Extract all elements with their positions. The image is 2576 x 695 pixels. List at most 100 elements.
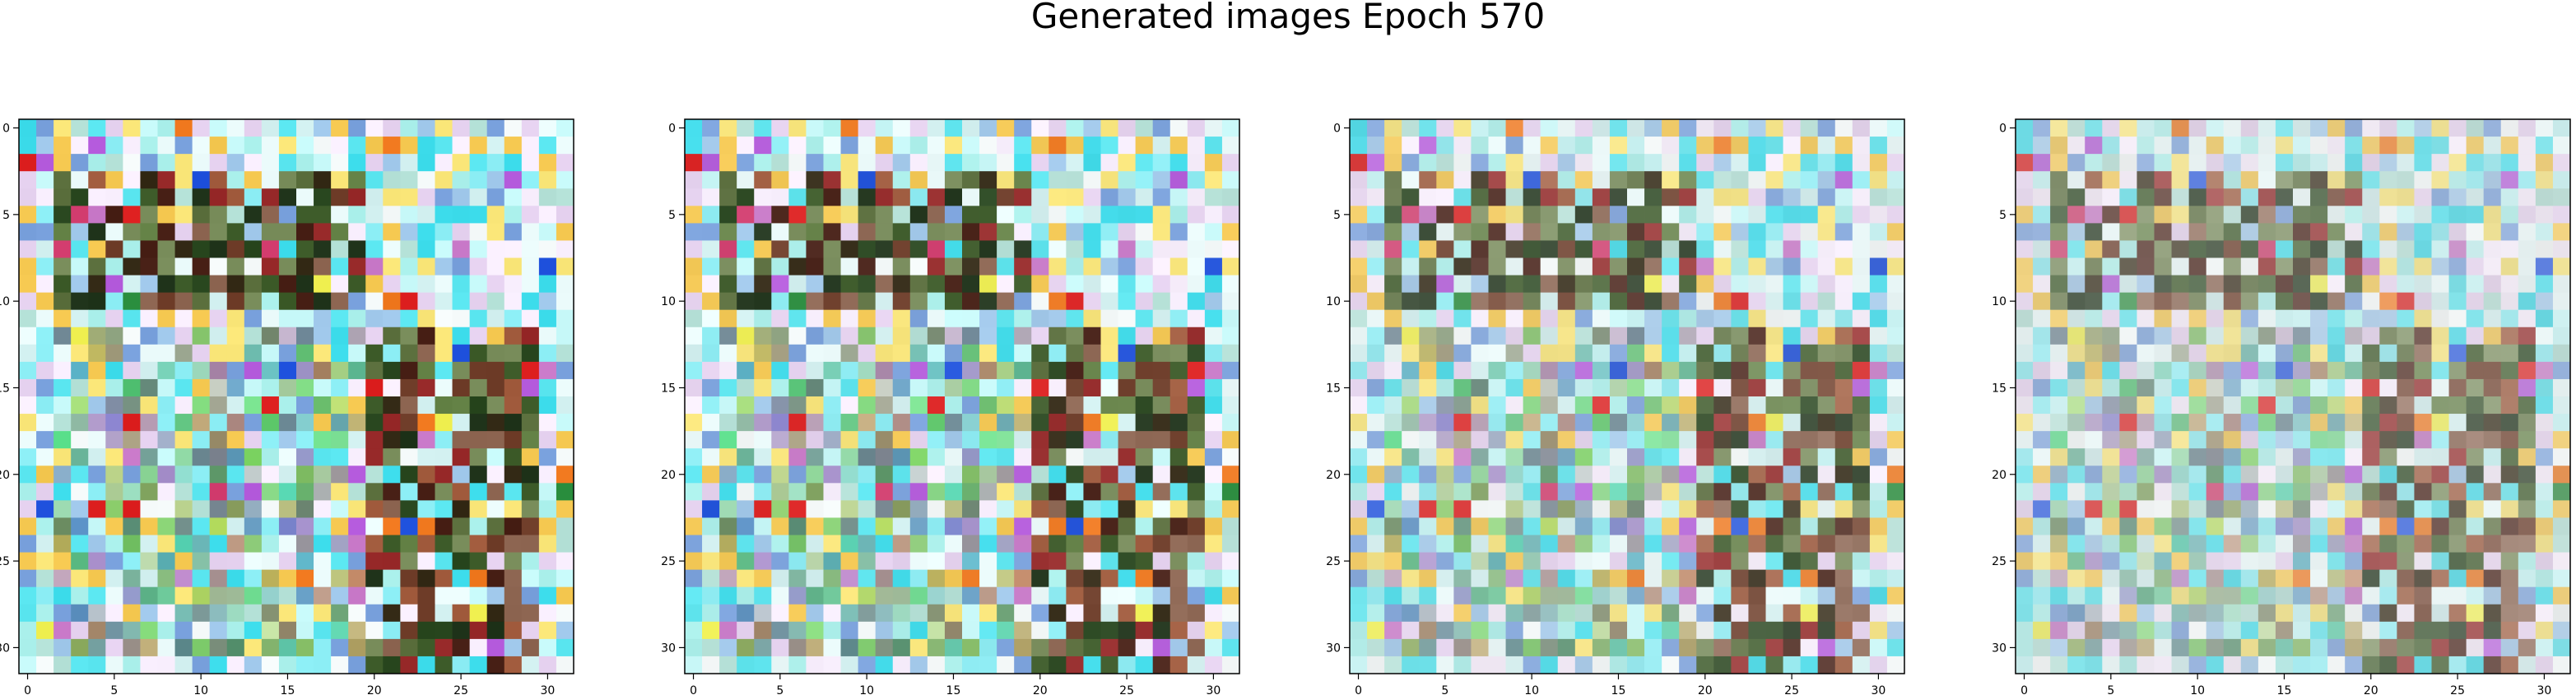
image-pixel bbox=[685, 292, 703, 311]
image-pixel bbox=[702, 396, 720, 415]
image-pixel bbox=[788, 292, 807, 311]
image-pixel bbox=[806, 466, 824, 484]
image-pixel bbox=[1817, 431, 1836, 449]
image-pixel bbox=[19, 137, 37, 155]
image-pixel bbox=[2293, 206, 2311, 224]
image-pixel bbox=[2137, 119, 2155, 137]
image-pixel bbox=[331, 396, 349, 415]
image-pixel bbox=[806, 431, 824, 449]
image-pixel bbox=[979, 137, 997, 155]
image-pixel bbox=[1135, 206, 1154, 224]
image-pixel bbox=[754, 552, 772, 571]
image-pixel bbox=[348, 154, 366, 172]
image-pixel bbox=[314, 535, 332, 553]
image-pixel bbox=[296, 483, 314, 501]
image-pixel bbox=[823, 517, 841, 535]
image-pixel bbox=[1384, 621, 1402, 640]
image-pixel bbox=[504, 257, 523, 276]
image-pixel bbox=[1066, 396, 1084, 415]
image-pixel bbox=[1540, 535, 1559, 553]
image-pixel bbox=[1436, 206, 1454, 224]
image-pixel bbox=[417, 621, 435, 640]
image-pixel bbox=[771, 154, 789, 172]
x-tick-label: 20 bbox=[1033, 684, 1048, 695]
image-pixel bbox=[1748, 448, 1766, 466]
image-pixel bbox=[2362, 171, 2380, 189]
image-pixel bbox=[1083, 483, 1101, 501]
image-pixel bbox=[2431, 378, 2449, 397]
image-pixel bbox=[1419, 604, 1437, 623]
image-pixel bbox=[1384, 638, 1402, 657]
image-pixel bbox=[417, 500, 435, 518]
image-pixel bbox=[1204, 621, 1223, 640]
image-pixel bbox=[2414, 188, 2432, 206]
image-pixel bbox=[1869, 309, 1888, 328]
image-pixel bbox=[1592, 206, 1611, 224]
image-pixel bbox=[771, 327, 789, 345]
image-pixel bbox=[737, 656, 755, 674]
image-pixel bbox=[174, 586, 193, 605]
image-pixel bbox=[1886, 604, 1905, 623]
image-pixel bbox=[2397, 275, 2415, 294]
image-pixel bbox=[157, 327, 175, 345]
image-pixel bbox=[538, 275, 557, 294]
image-pixel bbox=[2137, 483, 2155, 501]
image-pixel bbox=[2206, 500, 2225, 518]
image-pixel bbox=[1221, 309, 1240, 328]
image-pixel bbox=[2345, 466, 2363, 484]
image-pixel bbox=[1100, 466, 1118, 484]
image-pixel bbox=[1419, 586, 1437, 605]
image-pixel bbox=[521, 604, 540, 623]
image-pixel bbox=[1748, 586, 1766, 605]
image-pixel bbox=[1817, 361, 1836, 380]
image-pixel bbox=[1049, 292, 1067, 311]
image-pixel bbox=[1419, 448, 1437, 466]
image-pixel bbox=[1187, 257, 1206, 276]
image-pixel bbox=[36, 378, 54, 397]
image-pixel bbox=[2206, 240, 2225, 258]
image-pixel bbox=[2067, 535, 2085, 553]
image-pixel bbox=[1696, 309, 1714, 328]
image-pixel bbox=[1679, 206, 1697, 224]
image-pixel bbox=[1713, 137, 1732, 155]
image-pixel bbox=[771, 638, 789, 657]
image-pixel bbox=[2552, 517, 2571, 535]
image-pixel bbox=[2431, 500, 2449, 518]
image-pixel bbox=[192, 292, 211, 311]
image-pixel bbox=[1731, 309, 1749, 328]
image-pixel bbox=[1748, 500, 1766, 518]
image-pixel bbox=[1066, 188, 1084, 206]
image-pixel bbox=[788, 414, 807, 432]
image-pixel bbox=[1886, 378, 1905, 397]
image-pixel bbox=[823, 344, 841, 363]
image-pixel bbox=[226, 171, 245, 189]
image-pixel bbox=[556, 552, 574, 571]
image-pixel bbox=[2500, 604, 2519, 623]
image-pixel bbox=[1869, 638, 1888, 657]
image-pixel bbox=[2518, 396, 2536, 415]
image-pixel bbox=[452, 569, 471, 588]
image-pixel bbox=[1696, 535, 1714, 553]
image-pixel bbox=[469, 621, 488, 640]
image-pixel bbox=[314, 552, 332, 571]
image-pixel bbox=[1627, 535, 1645, 553]
image-pixel bbox=[944, 188, 963, 206]
image-pixel bbox=[2414, 361, 2432, 380]
image-pixel bbox=[504, 638, 523, 657]
image-pixel bbox=[1869, 154, 1888, 172]
image-pixel bbox=[840, 292, 859, 311]
image-pixel bbox=[979, 586, 997, 605]
image-pixel bbox=[2414, 137, 2432, 155]
image-pixel bbox=[2345, 621, 2363, 640]
image-pixel bbox=[521, 638, 540, 657]
image-pixel bbox=[909, 569, 928, 588]
image-pixel bbox=[2171, 414, 2190, 432]
image-pixel bbox=[2362, 275, 2380, 294]
image-pixel bbox=[997, 154, 1015, 172]
image-pixel bbox=[2033, 535, 2051, 553]
image-pixel bbox=[1436, 517, 1454, 535]
image-pixel bbox=[244, 240, 263, 258]
image-pixel bbox=[36, 309, 54, 328]
image-pixel bbox=[1152, 535, 1171, 553]
image-pixel bbox=[685, 188, 703, 206]
